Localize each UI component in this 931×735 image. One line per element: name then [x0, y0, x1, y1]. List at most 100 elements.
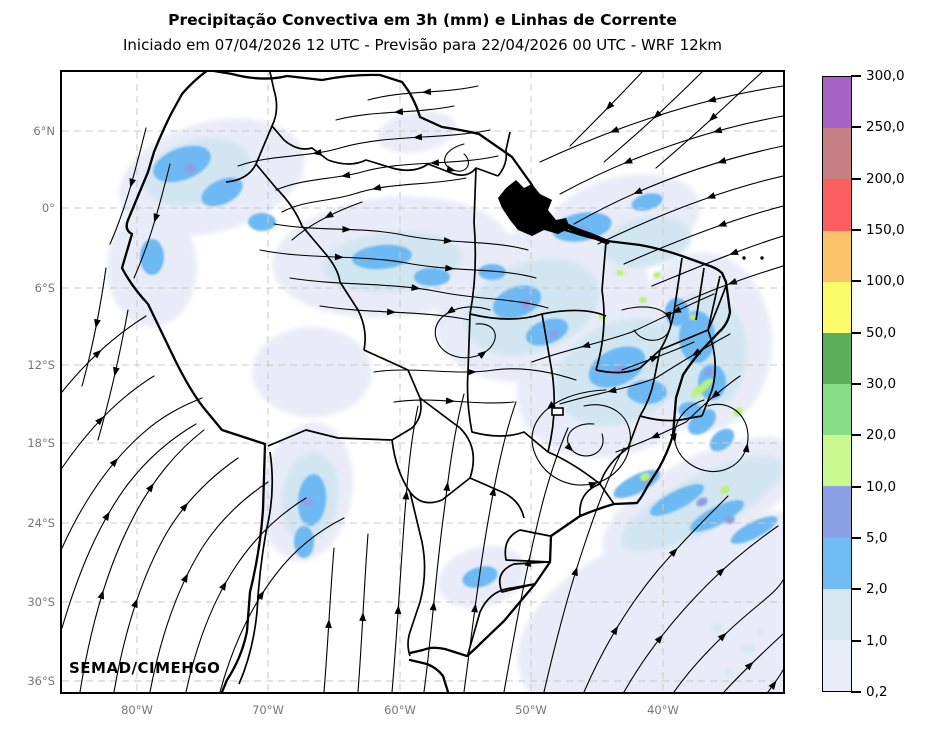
- precip-blob-extreme: [720, 485, 730, 495]
- streamline-arrow-icon: [97, 589, 105, 600]
- subtitle: Iniciado em 07/04/2026 12 UTC - Previsão…: [122, 36, 723, 54]
- precip-blob-intense: [696, 497, 708, 507]
- precip-blob-extreme: [653, 272, 661, 278]
- streamline: [623, 525, 779, 692]
- streamline-arrow-icon: [706, 192, 716, 199]
- precip-blob-heavy: [201, 177, 243, 207]
- precip-blob-heavy: [689, 500, 745, 532]
- streamline-arrow-icon: [588, 482, 598, 489]
- streamline-arrow-icon: [94, 318, 101, 329]
- streamline-arrow-icon: [664, 311, 672, 322]
- colorbar-tick-label: 10,0: [866, 478, 897, 495]
- colorbar-segment: [823, 588, 851, 640]
- precip-blob-heavy: [627, 380, 667, 404]
- admin-border: [659, 329, 709, 351]
- streamline-arrow-icon: [609, 126, 620, 133]
- streamline-arrow-icon: [742, 443, 750, 453]
- streamline: [423, 393, 465, 692]
- colorbar-tick-label: 20,0: [866, 427, 897, 444]
- streamline-arrow-icon: [524, 557, 532, 567]
- streamline-arrow-icon: [691, 348, 702, 356]
- streamline-arrow-icon: [325, 619, 332, 629]
- streamline-arrow-icon: [564, 442, 574, 452]
- lat-tick-label: 6°S: [34, 281, 55, 295]
- admin-border: [547, 451, 601, 485]
- streamline-arrow-icon: [716, 157, 727, 164]
- streamline-arrow-icon: [342, 225, 352, 233]
- precip-blob-moderate: [711, 624, 723, 632]
- precip-blob-intense: [184, 163, 196, 173]
- streamline-arrow-icon: [717, 632, 727, 642]
- admin-border: [701, 329, 717, 417]
- streamline: [543, 447, 625, 692]
- lat-tick-label: 12°S: [27, 358, 55, 372]
- streamline-arrow-icon: [768, 680, 777, 690]
- streamline: [655, 333, 731, 379]
- streamline-arrow-icon: [711, 390, 721, 399]
- streamline-arrow-icon: [113, 366, 120, 377]
- precip-blob-heavy: [525, 318, 569, 346]
- streamline-arrow-icon: [180, 573, 188, 583]
- streamline: [281, 177, 467, 213]
- admin-border: [595, 241, 607, 371]
- lat-tick-label: 30°S: [27, 595, 55, 609]
- streamline-arrow-icon: [649, 356, 660, 363]
- colorbar-tick-label: 200,0: [866, 170, 905, 187]
- streamline-arrow-icon: [653, 110, 663, 119]
- precip-blob-moderate: [757, 629, 767, 635]
- precip-blob-extreme: [689, 314, 697, 320]
- streamline-arrow-icon: [429, 159, 440, 167]
- streamline: [675, 265, 783, 307]
- admin-border: [498, 561, 549, 593]
- colorbar-segment: [823, 281, 851, 333]
- streamline-arrow-icon: [443, 481, 451, 492]
- streamline-arrow-icon: [610, 625, 619, 636]
- streamline-arrow-icon: [623, 157, 633, 164]
- streamline-arrow-icon: [340, 171, 351, 179]
- streamline-arrow-icon: [650, 431, 661, 439]
- streamline: [621, 306, 671, 341]
- colorbar: [822, 76, 852, 692]
- precip-blob-heavy: [478, 264, 506, 280]
- admin-border: [467, 583, 535, 655]
- colorbar-tick-label: 50,0: [866, 324, 897, 341]
- admin-border: [391, 397, 475, 504]
- streamline: [289, 277, 549, 309]
- admin-border: [579, 483, 601, 517]
- colorbar-tick-mark: [851, 383, 861, 385]
- streamline: [583, 495, 729, 692]
- streamline: [275, 155, 499, 191]
- streamline-arrow-icon: [668, 548, 678, 558]
- admin-border: [327, 159, 499, 177]
- precip-blob-heavy: [730, 516, 778, 544]
- streamline-arrow-icon: [446, 165, 456, 173]
- colorbar-segment: [823, 128, 851, 180]
- streamline-arrow-icon: [744, 661, 754, 671]
- colorbar-segment: [823, 384, 851, 436]
- colorbar-tick-mark: [851, 280, 861, 283]
- streamline-arrow-icon: [727, 278, 738, 285]
- streamline-arrow-icon: [708, 112, 718, 122]
- streamline: [651, 235, 783, 287]
- streamline-arrow-icon: [477, 350, 487, 359]
- streamline: [559, 115, 783, 195]
- colorbar-segment: [823, 179, 851, 231]
- streamline-arrow-icon: [386, 308, 397, 316]
- lon-tick-label: 40°W: [647, 703, 679, 717]
- streamline-arrow-icon: [467, 368, 477, 376]
- island-dot: [760, 256, 764, 260]
- colorbar-tick-label: 300,0: [866, 68, 905, 84]
- precip-blob-heavy: [679, 311, 715, 363]
- colorbar-tick-mark: [851, 331, 861, 334]
- coastline: [408, 224, 732, 658]
- streamline-arrow-icon: [546, 401, 556, 410]
- precip-blob-light: [252, 327, 372, 417]
- streamline-arrow-icon: [95, 416, 104, 426]
- lon-tick-label: 60°W: [384, 703, 416, 717]
- streamline-arrow-icon: [633, 187, 643, 195]
- admin-border: [407, 491, 426, 657]
- precip-blob-heavy: [352, 244, 412, 270]
- lat-tick-label: 24°S: [27, 516, 55, 530]
- streamline: [273, 223, 529, 251]
- colorbar-tick-label: 1,0: [866, 632, 888, 649]
